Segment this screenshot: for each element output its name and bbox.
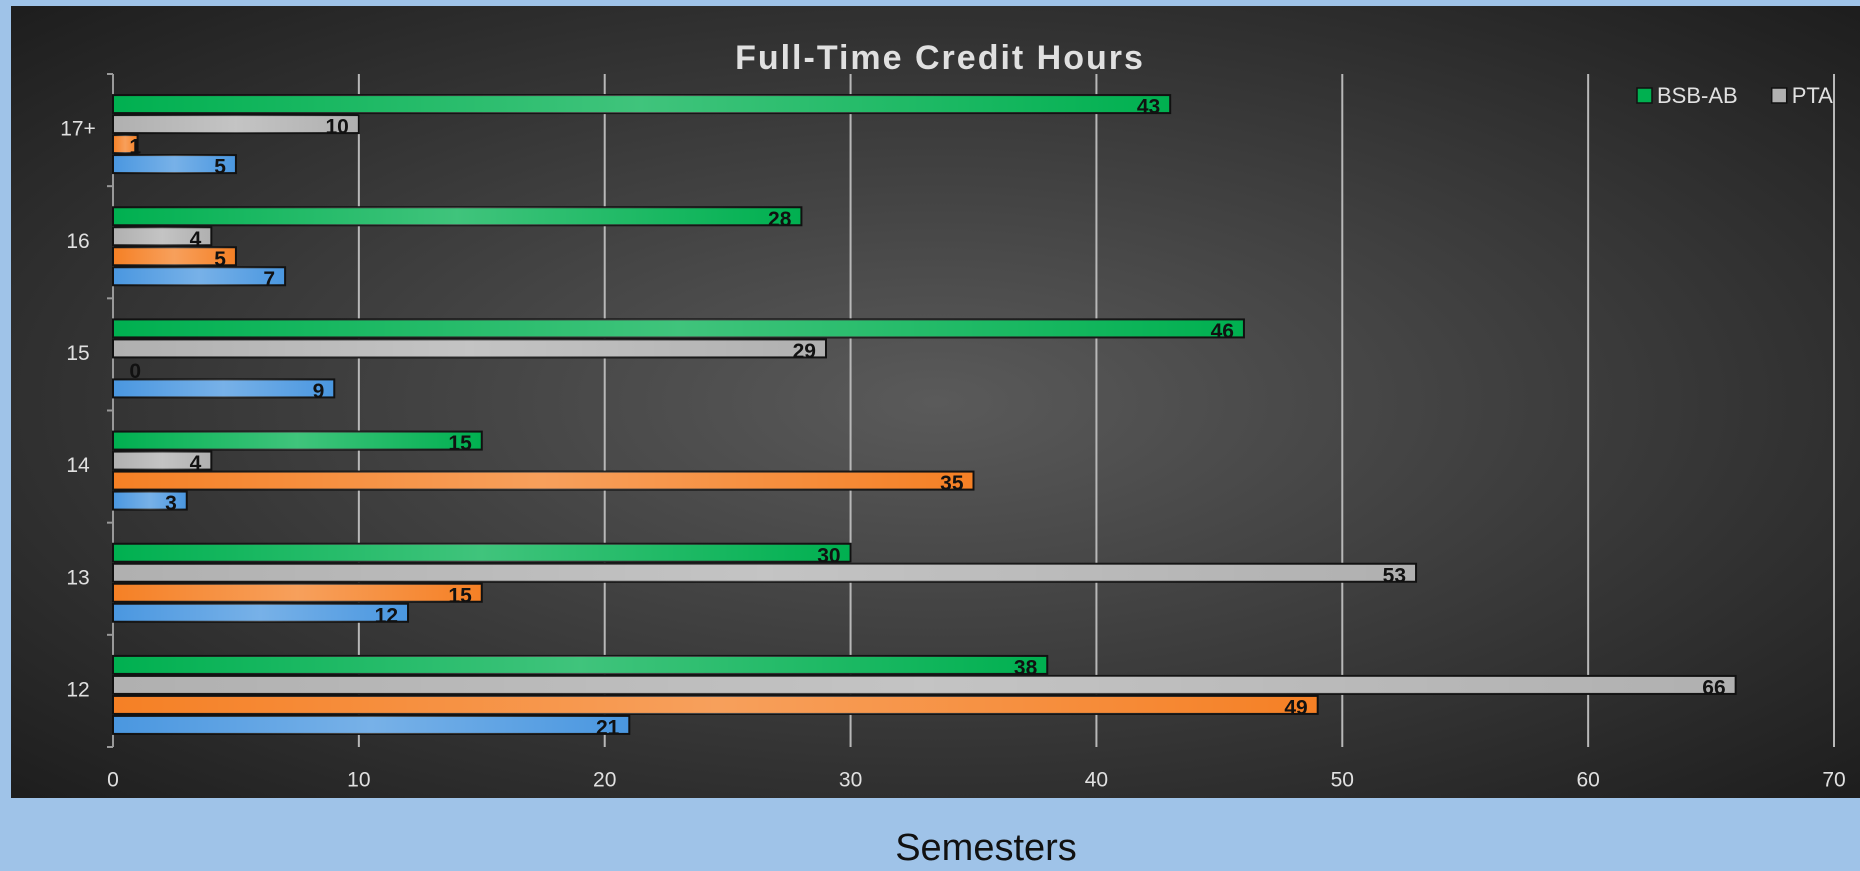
value-label: 7 [263,268,275,291]
value-label: 4 [190,228,202,251]
x-tick-label: 70 [1822,769,1845,792]
y-tick-label: 15 [66,342,89,365]
bar-shine [113,563,1417,582]
x-tick-label: 0 [107,769,119,792]
bar-shine [113,319,1244,338]
bar-shine [113,583,482,602]
bar-shine [113,715,630,734]
bar-shine [113,267,286,286]
x-tick-label: 10 [347,769,370,792]
bar-shine [113,379,335,398]
y-tick-label: 14 [66,454,90,477]
bar-shine [113,471,974,490]
value-label: 5 [214,156,226,179]
bar-shine [113,339,826,358]
bar-shine [113,95,1171,114]
value-label: 21 [596,716,620,739]
bar-shine [113,491,187,510]
value-label: 49 [1284,696,1307,719]
bar-shine [113,227,212,246]
x-axis-label: Semesters [895,827,1077,869]
x-tick-label: 50 [1331,769,1354,792]
value-label: 1 [129,136,141,159]
legend-swatch [1636,87,1653,104]
bar-shine [113,135,138,154]
value-label: 35 [940,472,964,495]
y-tick-label: 13 [66,566,89,589]
bar-shine [113,675,1736,694]
x-tick-label: 20 [593,769,616,792]
value-label: 29 [793,340,816,363]
value-label: 15 [448,584,472,607]
y-tick-label: 16 [66,230,89,253]
value-label: 5 [214,248,226,271]
value-label: 15 [448,432,472,455]
value-label: 66 [1702,676,1725,699]
value-label: 53 [1383,564,1406,587]
value-label: 10 [325,116,348,139]
chart-title: Full-Time Credit Hours [735,39,1145,77]
bar-shine [113,451,212,470]
value-label: 3 [165,492,177,515]
bar-shine [113,247,236,266]
value-label: 0 [129,360,141,383]
value-label: 38 [1014,656,1038,679]
bar-shine [113,155,236,174]
value-label: 30 [817,544,840,567]
y-tick-label: 12 [66,678,89,701]
bar-shine [113,655,1048,674]
x-tick-label: 60 [1576,769,1599,792]
value-label: 46 [1211,320,1234,343]
legend-label: PTA [1792,83,1833,108]
y-tick-label: 17+ [60,118,96,141]
bar-shine [113,603,409,622]
value-label: 9 [313,380,325,403]
bar-shine [113,543,851,562]
x-tick-label: 40 [1085,769,1108,792]
bar-shine [113,207,802,226]
value-label: 28 [768,208,792,231]
bar-shine [113,115,359,134]
value-label: 12 [375,604,398,627]
x-tick-label: 30 [839,769,862,792]
bar-shine [113,695,1318,714]
legend-label: BSB-AB [1657,83,1738,108]
value-label: 4 [190,452,202,475]
legend-swatch [1770,87,1788,104]
bar-shine [113,431,482,450]
value-label: 43 [1137,96,1160,119]
